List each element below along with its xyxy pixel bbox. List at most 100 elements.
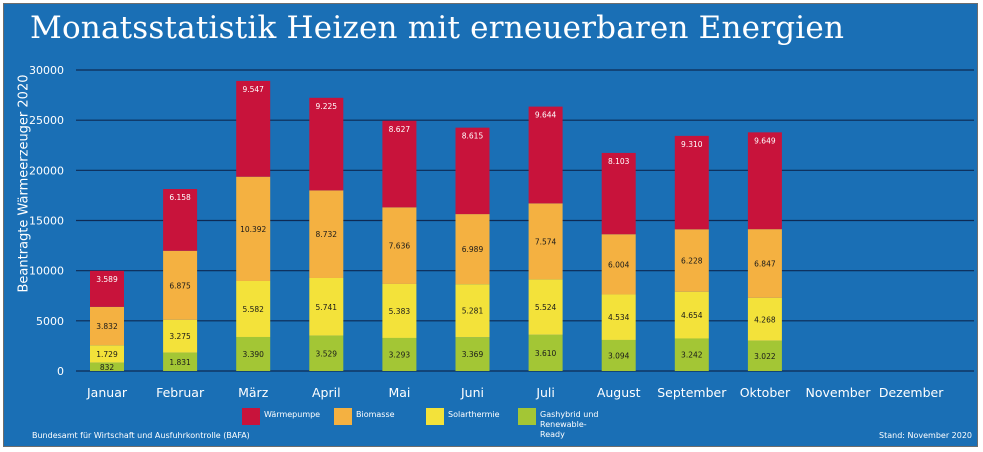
bar-0-1	[163, 352, 198, 371]
data-label: 3.390	[242, 350, 264, 359]
data-label: 8.732	[316, 230, 338, 239]
y-tick-label: 30000	[29, 64, 64, 77]
bar-3-0	[90, 270, 124, 307]
source-note: Bundesamt für Wirtschaft und Ausfuhrkont…	[32, 431, 250, 440]
data-label: 3.242	[681, 351, 703, 360]
data-label: 3.832	[96, 322, 118, 331]
bar-0-5	[455, 337, 490, 371]
data-label: 3.094	[608, 351, 630, 360]
bar-0-4	[382, 337, 417, 371]
stand-note: Stand: November 2020	[879, 431, 973, 440]
x-tick-label: Mai	[388, 385, 410, 400]
data-label: 1.831	[169, 358, 191, 367]
legend-item-waermepumpe: Wärmepumpe	[242, 408, 320, 440]
bar-2-8	[674, 229, 709, 292]
x-tick-label: November	[805, 385, 871, 400]
bar-2-0	[90, 306, 124, 346]
bar-2-4	[382, 207, 417, 284]
data-label: 9.547	[242, 85, 264, 94]
bar-1-6	[528, 279, 563, 335]
y-tick-label: 25000	[29, 114, 64, 127]
data-label: 8.103	[608, 157, 630, 166]
legend-label-waermepumpe: Wärmepumpe	[264, 410, 321, 419]
data-label: 9.649	[754, 136, 776, 145]
y-tick-label: 10000	[29, 265, 64, 278]
data-label: 7.636	[389, 242, 411, 251]
legend-swatch-solarthermie	[426, 408, 444, 425]
legend-label-gashybrid: Gashybrid und Renewable-Ready	[540, 410, 599, 439]
chart-title: Monatsstatistik Heizen mit erneuerbaren …	[30, 10, 845, 46]
data-label: 3.275	[169, 332, 191, 341]
legend-item-gashybrid: Gashybrid und Renewable-Ready	[518, 408, 610, 440]
x-tick-label: März	[238, 385, 269, 400]
bar-2-7	[601, 234, 636, 295]
x-tick-label: Oktober	[740, 385, 791, 400]
bar-1-7	[601, 294, 636, 340]
data-label: 9.644	[535, 111, 557, 120]
bar-0-0	[90, 362, 124, 371]
bar-0-9	[747, 340, 782, 371]
bar-3-7	[601, 152, 636, 235]
data-label: 5.281	[462, 307, 484, 316]
x-tick-label: Juli	[535, 385, 555, 400]
bar-0-7	[601, 339, 636, 371]
legend-label-solarthermie: Solarthermie	[448, 410, 500, 419]
bar-0-3	[309, 335, 344, 371]
x-tick-label: September	[657, 385, 727, 400]
data-label: 1.729	[96, 350, 118, 359]
x-tick-label: Juni	[460, 385, 484, 400]
bar-1-8	[674, 291, 709, 339]
data-label: 3.369	[462, 350, 484, 359]
y-tick-label: 0	[57, 365, 64, 378]
bar-1-2	[236, 280, 271, 337]
legend-swatch-gashybrid	[518, 408, 536, 425]
bar-3-1	[163, 189, 198, 251]
x-tick-label: Januar	[86, 385, 128, 400]
bar-2-1	[163, 250, 198, 320]
data-label: 9.225	[316, 102, 338, 111]
chart-frame: Monatsstatistik Heizen mit erneuerbaren …	[3, 3, 978, 447]
legend-item-biomasse: Biomasse	[334, 408, 412, 440]
legend: Wärmepumpe Biomasse Solarthermie Gashybr…	[242, 408, 624, 440]
data-label: 10.392	[240, 225, 266, 234]
bar-0-8	[674, 338, 709, 371]
bar-1-4	[382, 283, 417, 338]
bar-1-3	[309, 277, 344, 336]
data-label: 5.383	[389, 307, 411, 316]
data-label: 9.310	[681, 140, 703, 149]
x-tick-label: April	[312, 385, 341, 400]
y-tick-label: 15000	[29, 215, 64, 228]
data-label: 6.875	[169, 281, 191, 290]
data-label: 6.989	[462, 245, 484, 254]
data-label: 5.741	[316, 303, 338, 312]
legend-item-solarthermie: Solarthermie	[426, 408, 504, 440]
data-label: 4.534	[608, 313, 630, 322]
legend-swatch-biomasse	[334, 408, 352, 425]
legend-swatch-waermepumpe	[242, 408, 260, 425]
data-label: 6.228	[681, 257, 703, 266]
bar-1-5	[455, 284, 490, 338]
bar-3-3	[309, 97, 344, 191]
data-label: 4.268	[754, 315, 776, 324]
x-tick-label: August	[597, 385, 641, 400]
data-label: 3.589	[96, 275, 118, 284]
data-label: 8.615	[462, 132, 484, 141]
bar-2-2	[236, 176, 271, 281]
data-label: 6.847	[754, 260, 776, 269]
bar-2-3	[309, 190, 344, 278]
bar-0-2	[236, 336, 271, 371]
data-label: 5.524	[535, 303, 557, 312]
y-tick-label: 20000	[29, 164, 64, 177]
data-label: 832	[100, 363, 115, 372]
data-label: 3.293	[389, 350, 411, 359]
bar-3-5	[455, 127, 490, 215]
bar-1-9	[747, 297, 782, 341]
data-label: 3.529	[316, 349, 338, 358]
data-label: 6.158	[169, 193, 191, 202]
y-tick-label: 5000	[36, 315, 64, 328]
data-label: 7.574	[535, 237, 557, 246]
bar-3-8	[674, 135, 709, 230]
bar-chart: 0 5000 10000 15000 20000 25000 30000 832 1.729 3.…	[29, 64, 974, 400]
data-label: 3.610	[535, 349, 557, 358]
bar-0-6	[528, 334, 563, 371]
